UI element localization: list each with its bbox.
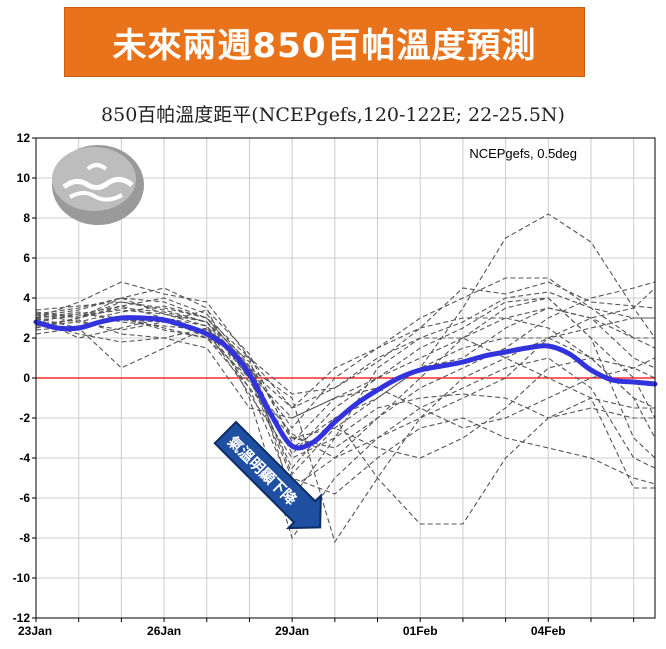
y-tick-label: 4 xyxy=(23,291,30,305)
y-tick-label: 12 xyxy=(17,131,31,145)
x-tick-label: 26Jan xyxy=(147,624,181,638)
x-tick-label: 23Jan xyxy=(18,624,52,638)
y-tick-label: 8 xyxy=(23,211,30,225)
banner-title: 未來兩週850百帕溫度預測 xyxy=(112,25,537,66)
ensemble-members xyxy=(35,213,656,544)
ensemble-member-line xyxy=(35,307,656,419)
x-tick-label: 04Feb xyxy=(531,624,566,638)
y-tick-label: 6 xyxy=(23,251,30,265)
ensemble-mean-line xyxy=(33,315,658,451)
ensemble-member-line xyxy=(35,291,655,409)
ensemble-member-line xyxy=(35,309,656,443)
ensemble-member-line xyxy=(35,317,656,409)
chart-title: 850百帕溫度距平(NCEPgefs,120-122E; 22-25.5N) xyxy=(101,104,565,126)
ensemble-member-line xyxy=(35,317,656,459)
y-tick-label: -6 xyxy=(19,491,30,505)
ensemble-member-line xyxy=(35,287,656,540)
y-axis-ticks: 12 10 8 6 4 2 0 -2 -4 -6 -8 -10 -12 xyxy=(13,131,36,625)
title-banner: 未來兩週850百帕溫度預測 xyxy=(64,7,585,77)
x-tick-label: 01Feb xyxy=(403,624,438,638)
ensemble-member-line xyxy=(35,277,655,429)
ensemble-member-line xyxy=(35,281,656,449)
ensemble-member-line xyxy=(35,213,656,470)
model-annotation: NCEPgefs, 0.5deg xyxy=(469,146,577,161)
ensemble-member-line xyxy=(35,281,656,395)
x-tick-label: 29Jan xyxy=(275,624,309,638)
chart-svg: 12 10 8 6 4 2 0 -2 -4 -6 -8 -10 -12 23Jan 26Jan 29Jan 0… xyxy=(13,131,658,638)
ensemble-member-line xyxy=(35,313,656,495)
y-tick-label: -2 xyxy=(19,411,30,425)
y-tick-label: -10 xyxy=(13,571,31,585)
ensemble-member-line xyxy=(35,307,656,475)
y-tick-label: 2 xyxy=(23,331,30,345)
ensemble-member-line xyxy=(35,301,656,544)
y-tick-label: -12 xyxy=(13,611,31,625)
y-tick-label: 0 xyxy=(23,371,30,385)
y-tick-label: 10 xyxy=(17,171,31,185)
ensemble-member-line xyxy=(35,319,656,469)
weather-bureau-logo xyxy=(52,145,144,225)
y-tick-label: -4 xyxy=(19,451,30,465)
x-axis-ticks: 23Jan 26Jan 29Jan 01Feb 04Feb xyxy=(18,618,635,638)
ensemble-member-line xyxy=(35,305,655,500)
y-tick-label: -8 xyxy=(19,531,30,545)
